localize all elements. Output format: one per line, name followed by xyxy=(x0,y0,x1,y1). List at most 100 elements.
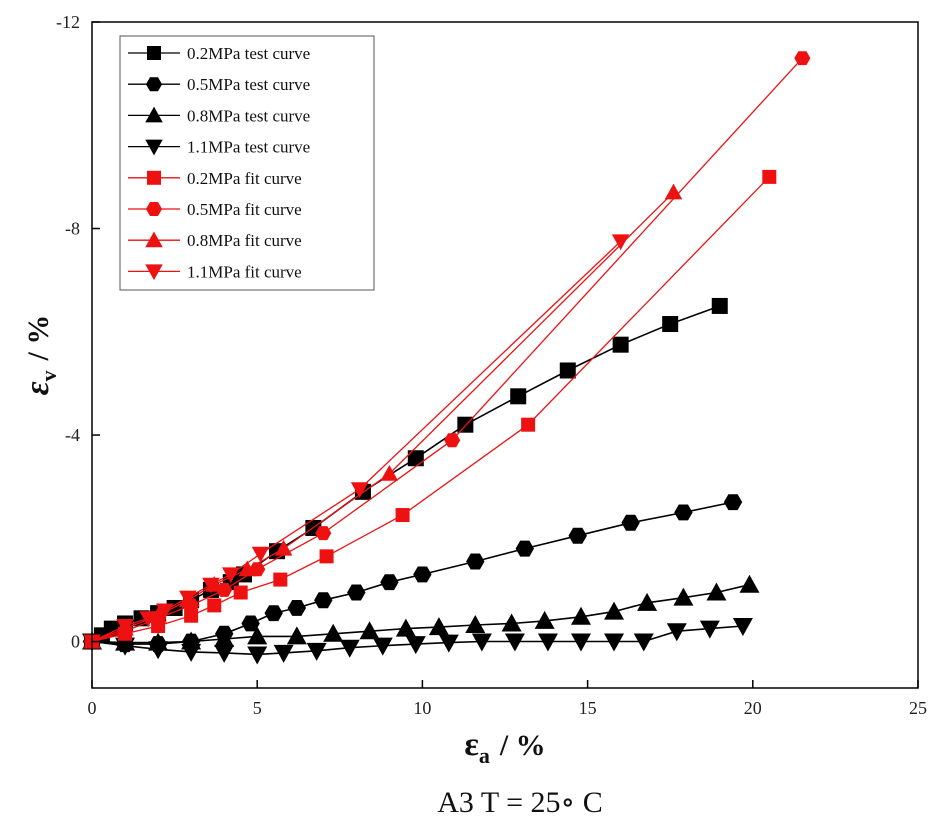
series-2-marker-15 xyxy=(604,601,625,620)
legend-item-0: 0.2MPa test curve xyxy=(128,44,310,63)
series-1-marker-11 xyxy=(413,566,432,583)
legend: 0.2MPa test curve 0.5MPa test curve 0.8MPa… xyxy=(119,35,375,291)
series-3-marker-4 xyxy=(214,644,235,663)
series-1-marker-14 xyxy=(568,527,587,544)
y-axis-unit: / % xyxy=(22,315,55,362)
series-2-marker-19 xyxy=(739,574,760,593)
series-3-marker-14 xyxy=(537,633,558,652)
series-layer xyxy=(82,51,811,665)
series-6-marker-8 xyxy=(664,183,683,200)
legend-label-3: 1.1MPa test curve xyxy=(187,138,310,157)
series-0-marker-20 xyxy=(711,297,728,314)
series-5-marker-4 xyxy=(216,582,233,597)
series-5-marker-6 xyxy=(315,526,332,541)
legend-3-marker-0 xyxy=(145,139,163,156)
legend-2-marker-0 xyxy=(145,106,163,123)
legend-item-5: 0.5MPa fit curve xyxy=(128,200,302,219)
series-3-marker-13 xyxy=(504,633,525,652)
y-axis-subscript: v xyxy=(36,370,61,381)
series-1-marker-7 xyxy=(287,600,306,616)
series-4-marker-5 xyxy=(233,585,248,600)
y-axis-symbol: ε xyxy=(19,381,56,395)
series-0-marker-19 xyxy=(662,316,679,333)
y-tick-label-3: -12 xyxy=(56,12,80,32)
x-tick-label-0: 0 xyxy=(88,698,97,718)
legend-box xyxy=(119,35,375,291)
series-1-marker-8 xyxy=(314,592,333,609)
legend-label-5: 0.5MPa fit curve xyxy=(187,200,302,219)
legend-1-marker-0 xyxy=(145,77,163,92)
series-2-marker-18 xyxy=(706,582,727,601)
x-axis-symbol: ε xyxy=(464,726,479,763)
legend-label-7: 1.1MPa fit curve xyxy=(187,262,302,281)
legend-item-1: 0.5MPa test curve xyxy=(128,75,310,94)
series-0-marker-18 xyxy=(612,336,629,353)
series-2-marker-17 xyxy=(673,587,694,606)
series-7-marker-2 xyxy=(139,611,157,628)
ticks-layer: 0 5 10 15 20 25 0 -4 -8 -12 xyxy=(56,12,927,718)
series-3-marker-1 xyxy=(115,637,136,656)
series-3-marker-11 xyxy=(438,634,459,653)
y-axis-label: εv / % xyxy=(19,315,61,396)
series-0-marker-17 xyxy=(559,362,576,379)
series-4-marker-7 xyxy=(319,549,334,564)
legend-label-4: 0.2MPa fit curve xyxy=(187,169,302,188)
series-3 xyxy=(82,618,753,665)
series-1-marker-15 xyxy=(621,514,640,531)
y-tick-label-0: 0 xyxy=(71,632,80,652)
series-5-marker-8 xyxy=(794,51,811,66)
series-6-marker-5 xyxy=(238,560,257,577)
series-4 xyxy=(85,169,777,649)
legend-label-1: 0.5MPa test curve xyxy=(187,75,310,94)
series-2-marker-7 xyxy=(323,623,344,642)
series-0-marker-16 xyxy=(510,388,527,405)
x-tick-label-4: 20 xyxy=(744,698,762,718)
series-7 xyxy=(83,234,630,651)
plot-frame xyxy=(91,21,919,689)
series-3-marker-8 xyxy=(339,639,360,658)
series-3-marker-15 xyxy=(570,633,591,652)
legend-item-2: 0.8MPa test curve xyxy=(128,106,310,125)
series-4-marker-6 xyxy=(273,572,288,587)
legend-label-2: 0.8MPa test curve xyxy=(187,106,310,125)
legend-6-marker-0 xyxy=(145,231,163,248)
y-tick-label-1: -4 xyxy=(65,425,80,445)
series-2-marker-5 xyxy=(247,626,268,645)
legend-item-3: 1.1MPa test curve xyxy=(128,138,310,157)
series-1-marker-9 xyxy=(347,584,366,601)
legend-label-6: 0.8MPa fit curve xyxy=(187,231,302,250)
x-tick-label-3: 15 xyxy=(579,698,597,718)
series-2-marker-10 xyxy=(428,617,449,636)
legend-label-0: 0.2MPa test curve xyxy=(187,44,310,63)
series-7-marker-6 xyxy=(222,567,240,584)
x-tick-label-2: 10 xyxy=(413,698,431,718)
series-2-marker-11 xyxy=(465,615,486,634)
series-2-marker-16 xyxy=(637,592,658,611)
legend-item-6: 0.8MPa fit curve xyxy=(128,231,302,250)
series-4-marker-9 xyxy=(521,417,536,432)
y-tick-label-2: -8 xyxy=(65,219,80,239)
series-3-marker-20 xyxy=(732,618,753,637)
series-0-marker-14 xyxy=(407,450,424,467)
series-3-marker-12 xyxy=(471,633,492,652)
legend-7-marker-0 xyxy=(145,264,163,281)
x-tick-label-5: 25 xyxy=(909,698,927,718)
series-2-marker-12 xyxy=(501,613,522,632)
series-7-line xyxy=(91,240,622,643)
x-axis-subscript: a xyxy=(479,743,490,768)
series-3-marker-10 xyxy=(405,636,426,655)
series-2-marker-8 xyxy=(359,621,380,640)
series-2-marker-4 xyxy=(214,628,235,647)
series-3-marker-9 xyxy=(372,637,393,656)
series-3-marker-5 xyxy=(247,646,268,665)
series-4-marker-10 xyxy=(762,169,777,184)
legend-0-marker-0 xyxy=(147,46,161,60)
series-3-marker-7 xyxy=(306,642,327,661)
series-7-marker-7 xyxy=(251,546,270,563)
legend-4-marker-0 xyxy=(147,170,161,185)
series-1-marker-6 xyxy=(264,605,283,622)
series-1-marker-13 xyxy=(515,540,534,557)
x-axis-unit: / % xyxy=(499,729,546,762)
series-7-marker-5 xyxy=(202,577,220,594)
